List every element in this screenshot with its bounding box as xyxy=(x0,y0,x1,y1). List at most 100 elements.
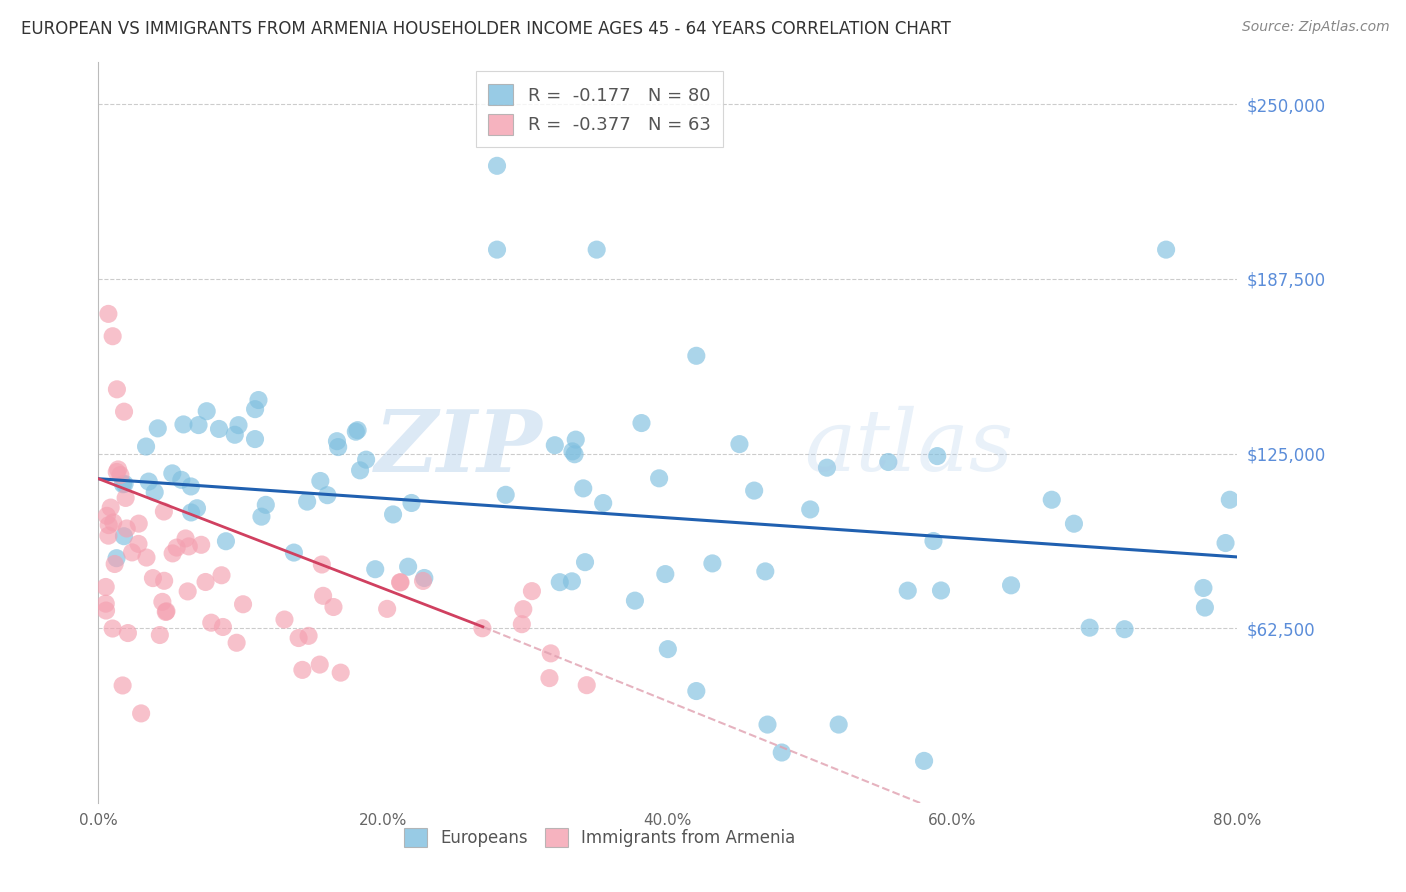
Point xyxy=(316,488,339,502)
Point xyxy=(322,600,344,615)
Point xyxy=(346,423,368,437)
Point xyxy=(200,615,222,630)
Point xyxy=(311,558,333,572)
Point xyxy=(162,467,184,481)
Point xyxy=(112,405,135,419)
Point xyxy=(180,505,202,519)
Point xyxy=(561,444,583,458)
Point xyxy=(114,476,136,491)
Point xyxy=(308,657,330,672)
Point xyxy=(512,602,534,616)
Point xyxy=(295,494,318,508)
Text: atlas: atlas xyxy=(804,406,1014,489)
Point xyxy=(103,516,125,530)
Point xyxy=(170,473,193,487)
Point xyxy=(592,496,614,510)
Point xyxy=(471,621,494,635)
Point xyxy=(172,417,194,432)
Point xyxy=(495,488,517,502)
Point xyxy=(564,433,586,447)
Point xyxy=(94,597,117,611)
Point xyxy=(287,631,309,645)
Point xyxy=(105,551,128,566)
Point xyxy=(575,678,598,692)
Point xyxy=(486,159,509,173)
Point xyxy=(520,584,543,599)
Text: Source: ZipAtlas.com: Source: ZipAtlas.com xyxy=(1241,20,1389,34)
Point xyxy=(354,452,377,467)
Point xyxy=(654,567,676,582)
Point xyxy=(174,532,197,546)
Point xyxy=(349,463,371,477)
Point xyxy=(1154,243,1177,257)
Point xyxy=(544,438,567,452)
Point xyxy=(114,491,136,505)
Point xyxy=(702,557,724,571)
Point xyxy=(273,613,295,627)
Text: EUROPEAN VS IMMIGRANTS FROM ARMENIA HOUSEHOLDER INCOME AGES 45 - 64 YEARS CORREL: EUROPEAN VS IMMIGRANTS FROM ARMENIA HOUS… xyxy=(21,20,950,37)
Point xyxy=(329,665,352,680)
Point xyxy=(127,537,149,551)
Point xyxy=(510,617,533,632)
Point xyxy=(927,449,949,463)
Point xyxy=(224,427,246,442)
Point xyxy=(94,580,117,594)
Point xyxy=(195,404,218,418)
Point xyxy=(756,717,779,731)
Point xyxy=(312,589,335,603)
Point xyxy=(799,502,821,516)
Point xyxy=(1078,621,1101,635)
Point xyxy=(574,555,596,569)
Point xyxy=(225,636,247,650)
Point xyxy=(396,559,419,574)
Point xyxy=(297,629,319,643)
Point xyxy=(283,545,305,559)
Point xyxy=(194,574,217,589)
Point xyxy=(190,538,212,552)
Point xyxy=(143,485,166,500)
Point xyxy=(149,628,172,642)
Point xyxy=(548,575,571,590)
Point xyxy=(630,416,652,430)
Point xyxy=(1000,578,1022,592)
Point xyxy=(389,575,412,590)
Point xyxy=(155,605,177,619)
Point xyxy=(107,462,129,476)
Point xyxy=(128,516,150,531)
Point xyxy=(389,575,412,590)
Point xyxy=(247,392,270,407)
Point xyxy=(254,498,277,512)
Point xyxy=(728,437,751,451)
Point xyxy=(111,678,134,692)
Point xyxy=(1192,581,1215,595)
Point xyxy=(828,717,851,731)
Point xyxy=(111,477,134,491)
Point xyxy=(922,534,945,549)
Point xyxy=(815,460,838,475)
Point xyxy=(561,574,583,589)
Point xyxy=(112,529,135,543)
Point xyxy=(135,550,157,565)
Point xyxy=(94,603,117,617)
Point xyxy=(110,468,132,483)
Point xyxy=(96,508,118,523)
Point xyxy=(770,746,793,760)
Point xyxy=(375,602,398,616)
Point xyxy=(243,402,266,417)
Point xyxy=(685,349,707,363)
Point xyxy=(309,474,332,488)
Point xyxy=(657,642,679,657)
Point xyxy=(142,571,165,585)
Point xyxy=(153,504,176,518)
Point xyxy=(146,421,169,435)
Point xyxy=(166,541,188,555)
Point xyxy=(364,562,387,576)
Point xyxy=(176,584,198,599)
Point xyxy=(413,571,436,585)
Point xyxy=(153,574,176,588)
Point xyxy=(382,508,405,522)
Point xyxy=(97,307,120,321)
Point xyxy=(572,482,595,496)
Point xyxy=(685,684,707,698)
Point xyxy=(228,418,250,433)
